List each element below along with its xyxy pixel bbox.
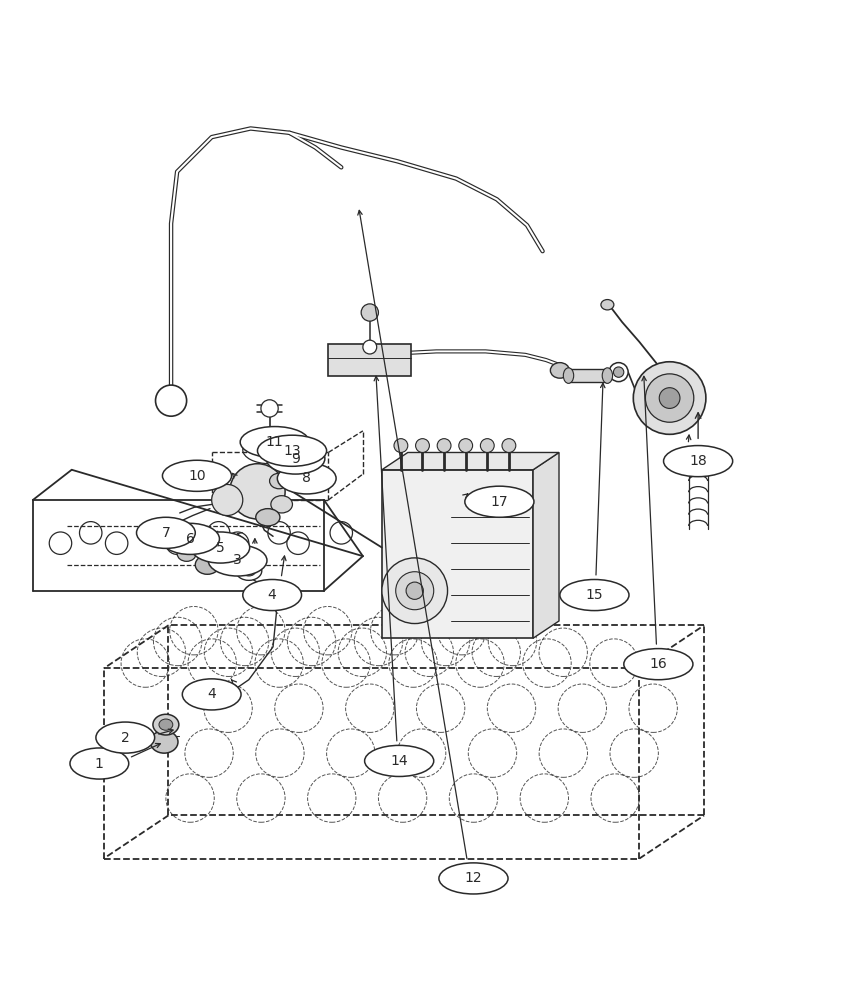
Ellipse shape	[257, 435, 327, 466]
Ellipse shape	[609, 363, 628, 382]
Ellipse shape	[164, 535, 181, 548]
Text: 3: 3	[233, 553, 242, 567]
Text: 1: 1	[95, 757, 104, 771]
Ellipse shape	[243, 579, 302, 611]
Ellipse shape	[563, 368, 574, 383]
Circle shape	[633, 362, 706, 434]
Circle shape	[156, 385, 187, 416]
Circle shape	[406, 582, 423, 599]
Text: 2: 2	[121, 731, 130, 745]
Circle shape	[382, 558, 448, 624]
Ellipse shape	[624, 649, 693, 680]
Circle shape	[659, 388, 680, 408]
Ellipse shape	[365, 745, 434, 776]
Circle shape	[396, 572, 434, 610]
Ellipse shape	[236, 561, 262, 580]
Text: 8: 8	[302, 471, 311, 485]
Ellipse shape	[560, 579, 629, 611]
Ellipse shape	[96, 722, 155, 753]
Circle shape	[363, 340, 377, 354]
Bar	[328, 344, 411, 376]
Ellipse shape	[240, 427, 309, 458]
Ellipse shape	[601, 300, 613, 310]
Ellipse shape	[159, 719, 173, 730]
Ellipse shape	[191, 532, 250, 563]
Circle shape	[459, 439, 473, 452]
Ellipse shape	[465, 486, 534, 517]
Ellipse shape	[439, 863, 508, 894]
Circle shape	[437, 439, 451, 452]
Ellipse shape	[177, 546, 196, 561]
Text: 16: 16	[650, 657, 667, 671]
Ellipse shape	[664, 446, 733, 477]
Polygon shape	[382, 452, 559, 470]
Circle shape	[230, 464, 285, 519]
Circle shape	[361, 304, 378, 321]
Ellipse shape	[277, 463, 336, 494]
Text: 13: 13	[283, 444, 301, 458]
Text: 4: 4	[268, 588, 276, 602]
Circle shape	[480, 439, 494, 452]
Ellipse shape	[602, 368, 613, 383]
Ellipse shape	[266, 443, 325, 474]
Ellipse shape	[153, 522, 172, 537]
Text: 11: 11	[266, 435, 283, 449]
Polygon shape	[533, 452, 559, 638]
Text: 5: 5	[216, 541, 225, 555]
Text: 9: 9	[291, 452, 300, 466]
Ellipse shape	[182, 679, 241, 710]
Circle shape	[502, 439, 516, 452]
Ellipse shape	[270, 496, 292, 513]
Text: 12: 12	[465, 871, 482, 885]
Ellipse shape	[613, 367, 624, 377]
Circle shape	[394, 439, 408, 452]
Ellipse shape	[162, 460, 232, 491]
Circle shape	[212, 484, 243, 516]
Text: 10: 10	[188, 469, 206, 483]
Ellipse shape	[242, 566, 256, 576]
Text: 18: 18	[689, 454, 707, 468]
Ellipse shape	[256, 509, 280, 526]
Text: 15: 15	[586, 588, 603, 602]
Text: 6: 6	[186, 532, 194, 546]
Text: 7: 7	[162, 526, 170, 540]
Ellipse shape	[270, 473, 289, 489]
Text: 4: 4	[207, 687, 216, 701]
Circle shape	[645, 374, 694, 422]
Ellipse shape	[153, 714, 179, 735]
Ellipse shape	[137, 517, 195, 548]
Bar	[569, 369, 607, 382]
Ellipse shape	[208, 545, 267, 576]
Text: 17: 17	[491, 495, 508, 509]
Ellipse shape	[550, 363, 569, 378]
Ellipse shape	[70, 748, 129, 779]
Text: 14: 14	[391, 754, 408, 768]
Polygon shape	[382, 470, 533, 638]
Ellipse shape	[150, 731, 178, 753]
Ellipse shape	[161, 523, 219, 554]
Circle shape	[261, 400, 278, 417]
Ellipse shape	[195, 555, 219, 574]
Circle shape	[416, 439, 429, 452]
